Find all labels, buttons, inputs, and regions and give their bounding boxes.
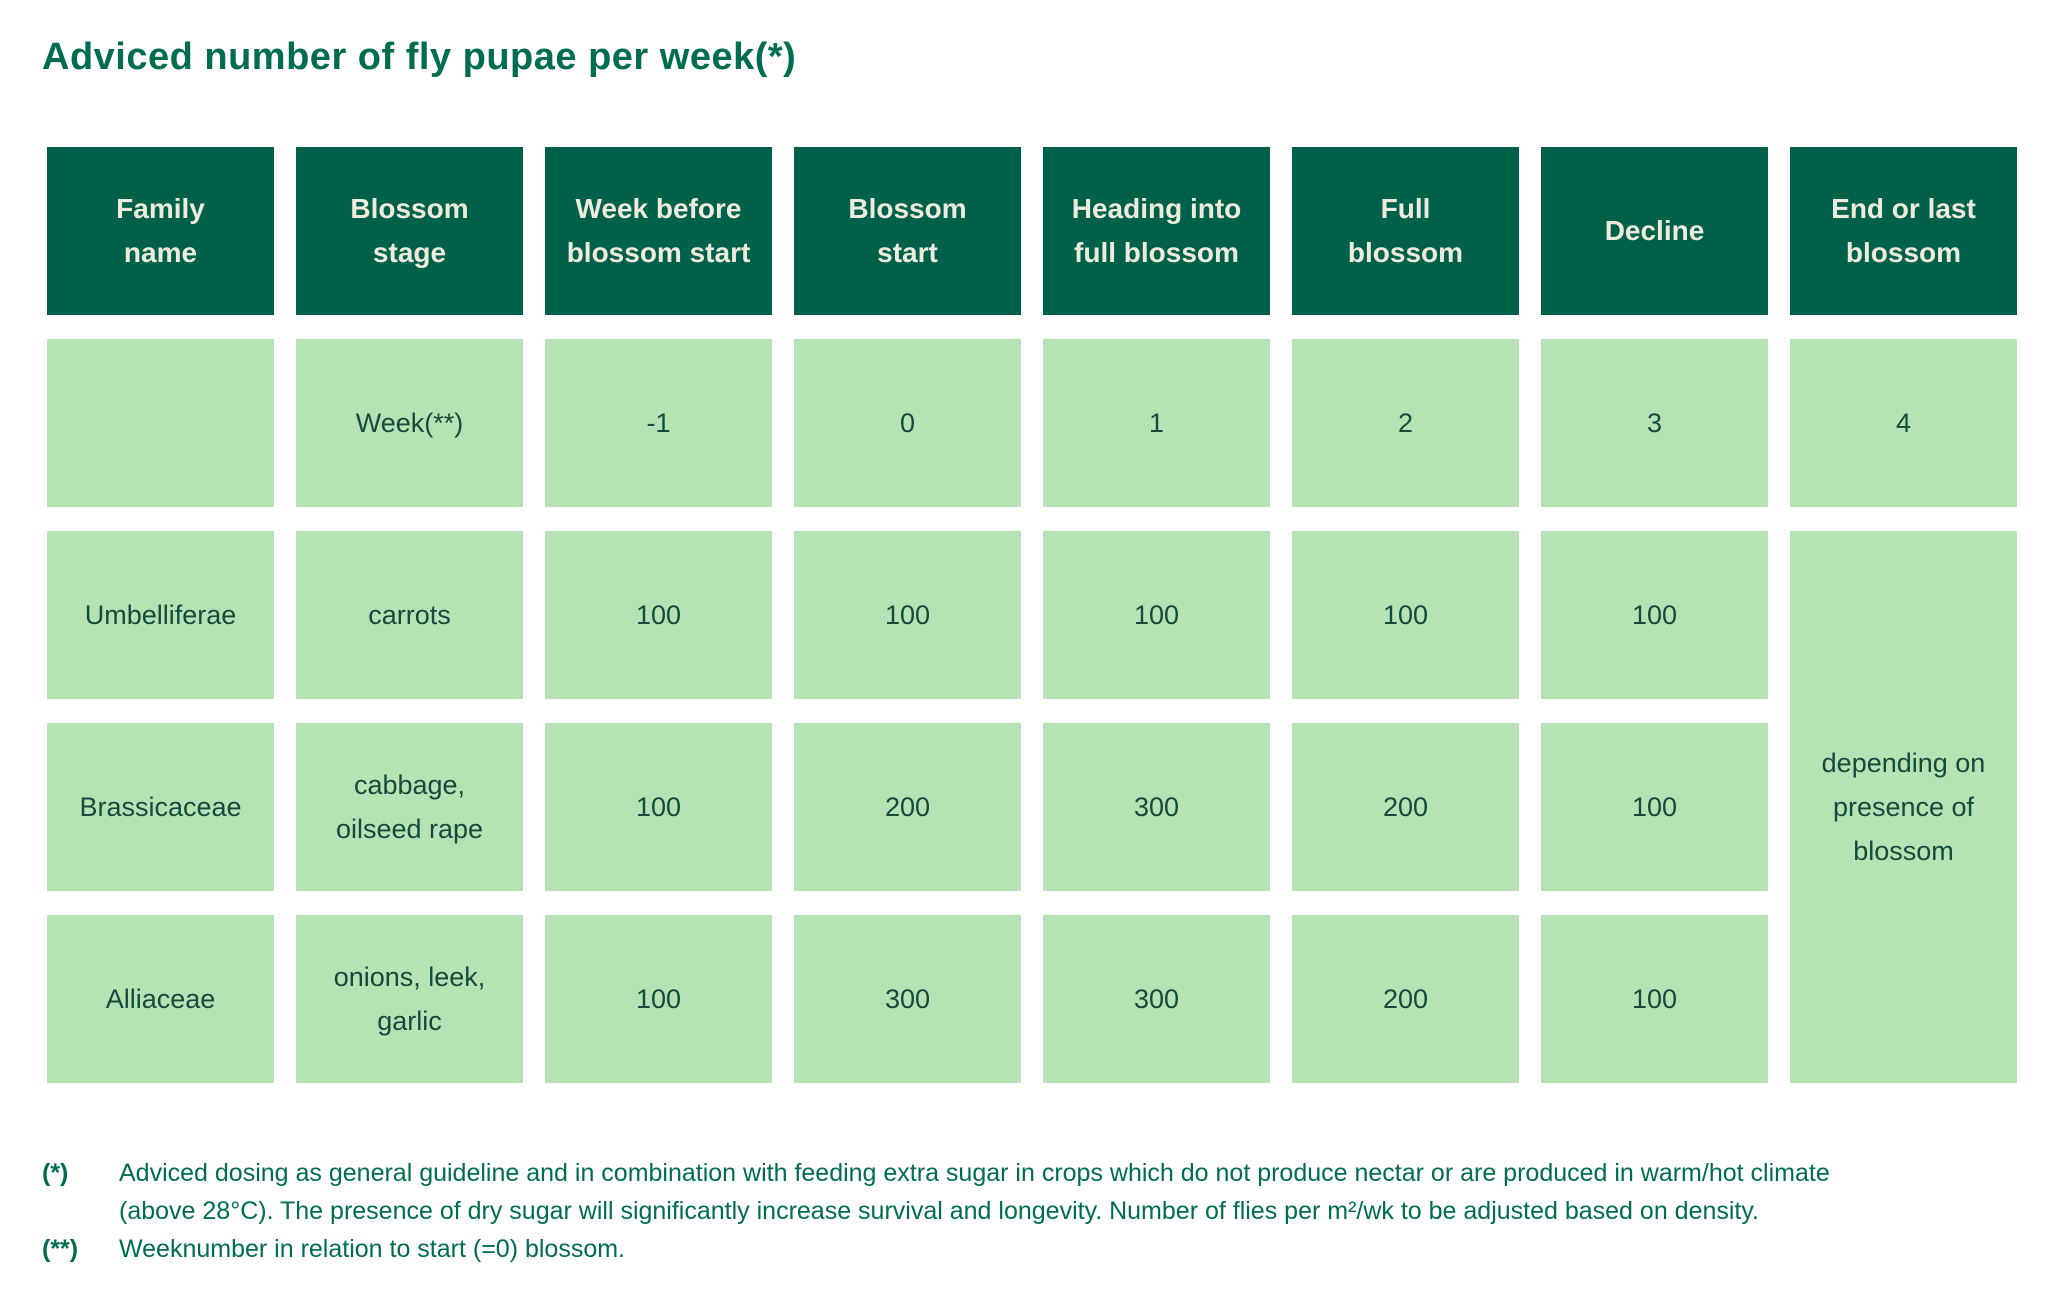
week-value-cell: 1: [1043, 339, 1270, 507]
week-value-cell: 0: [794, 339, 1021, 507]
blossom-stage-cell: cabbage, oilseed rape: [296, 723, 523, 891]
family-name-cell: Brassicaceae: [47, 723, 274, 891]
dose-value-cell: 200: [1292, 915, 1519, 1083]
pupae-dosing-table: Family name Blossom stage Week before bl…: [47, 147, 2017, 1083]
dose-value-cell: 100: [545, 531, 772, 699]
footnote-marker-2: (**): [42, 1235, 79, 1263]
column-header-heading-into-full-blossom: Heading into full blossom: [1043, 147, 1270, 315]
dose-value-cell: 200: [794, 723, 1021, 891]
dose-value-cell: 300: [1043, 723, 1270, 891]
column-header-blossom-start: Blossom start: [794, 147, 1021, 315]
column-header-family-name: Family name: [47, 147, 274, 315]
dose-value-cell: 100: [545, 915, 772, 1083]
merged-note-cell: depending on presence of blossom: [1790, 531, 2017, 1083]
dose-value-cell: 100: [1043, 531, 1270, 699]
dose-value-cell: 200: [1292, 723, 1519, 891]
dose-value-cell: 100: [1541, 531, 1768, 699]
week-value-cell: 4: [1790, 339, 2017, 507]
week-row-empty-cell: [47, 339, 274, 507]
blossom-stage-cell: carrots: [296, 531, 523, 699]
family-name-cell: Alliaceae: [47, 915, 274, 1083]
blossom-stage-cell: onions, leek, garlic: [296, 915, 523, 1083]
week-value-cell: -1: [545, 339, 772, 507]
dose-value-cell: 300: [794, 915, 1021, 1083]
dose-value-cell: 100: [545, 723, 772, 891]
footnotes: (*) Adviced dosing as general guideline …: [42, 1154, 1859, 1268]
family-name-cell: Umbelliferae: [47, 531, 274, 699]
footnote-text-2: Weeknumber in relation to start (=0) blo…: [119, 1235, 626, 1263]
dose-value-cell: 300: [1043, 915, 1270, 1083]
column-header-blossom-stage: Blossom stage: [296, 147, 523, 315]
dose-value-cell: 100: [1541, 915, 1768, 1083]
column-header-full-blossom: Full blossom: [1292, 147, 1519, 315]
dose-value-cell: 100: [794, 531, 1021, 699]
dose-value-cell: 100: [1541, 723, 1768, 891]
column-header-end-or-last-blossom: End or last blossom: [1790, 147, 2017, 315]
dose-value-cell: 100: [1292, 531, 1519, 699]
page-title: Adviced number of fly pupae per week(*): [42, 36, 797, 78]
column-header-decline: Decline: [1541, 147, 1768, 315]
footnote-text-1: Adviced dosing as general guideline and …: [119, 1159, 1830, 1225]
footnote-marker-1: (*): [42, 1159, 69, 1187]
week-value-cell: 2: [1292, 339, 1519, 507]
column-header-week-before-blossom-start: Week before blossom start: [545, 147, 772, 315]
week-row-label-cell: Week(**): [296, 339, 523, 507]
week-value-cell: 3: [1541, 339, 1768, 507]
